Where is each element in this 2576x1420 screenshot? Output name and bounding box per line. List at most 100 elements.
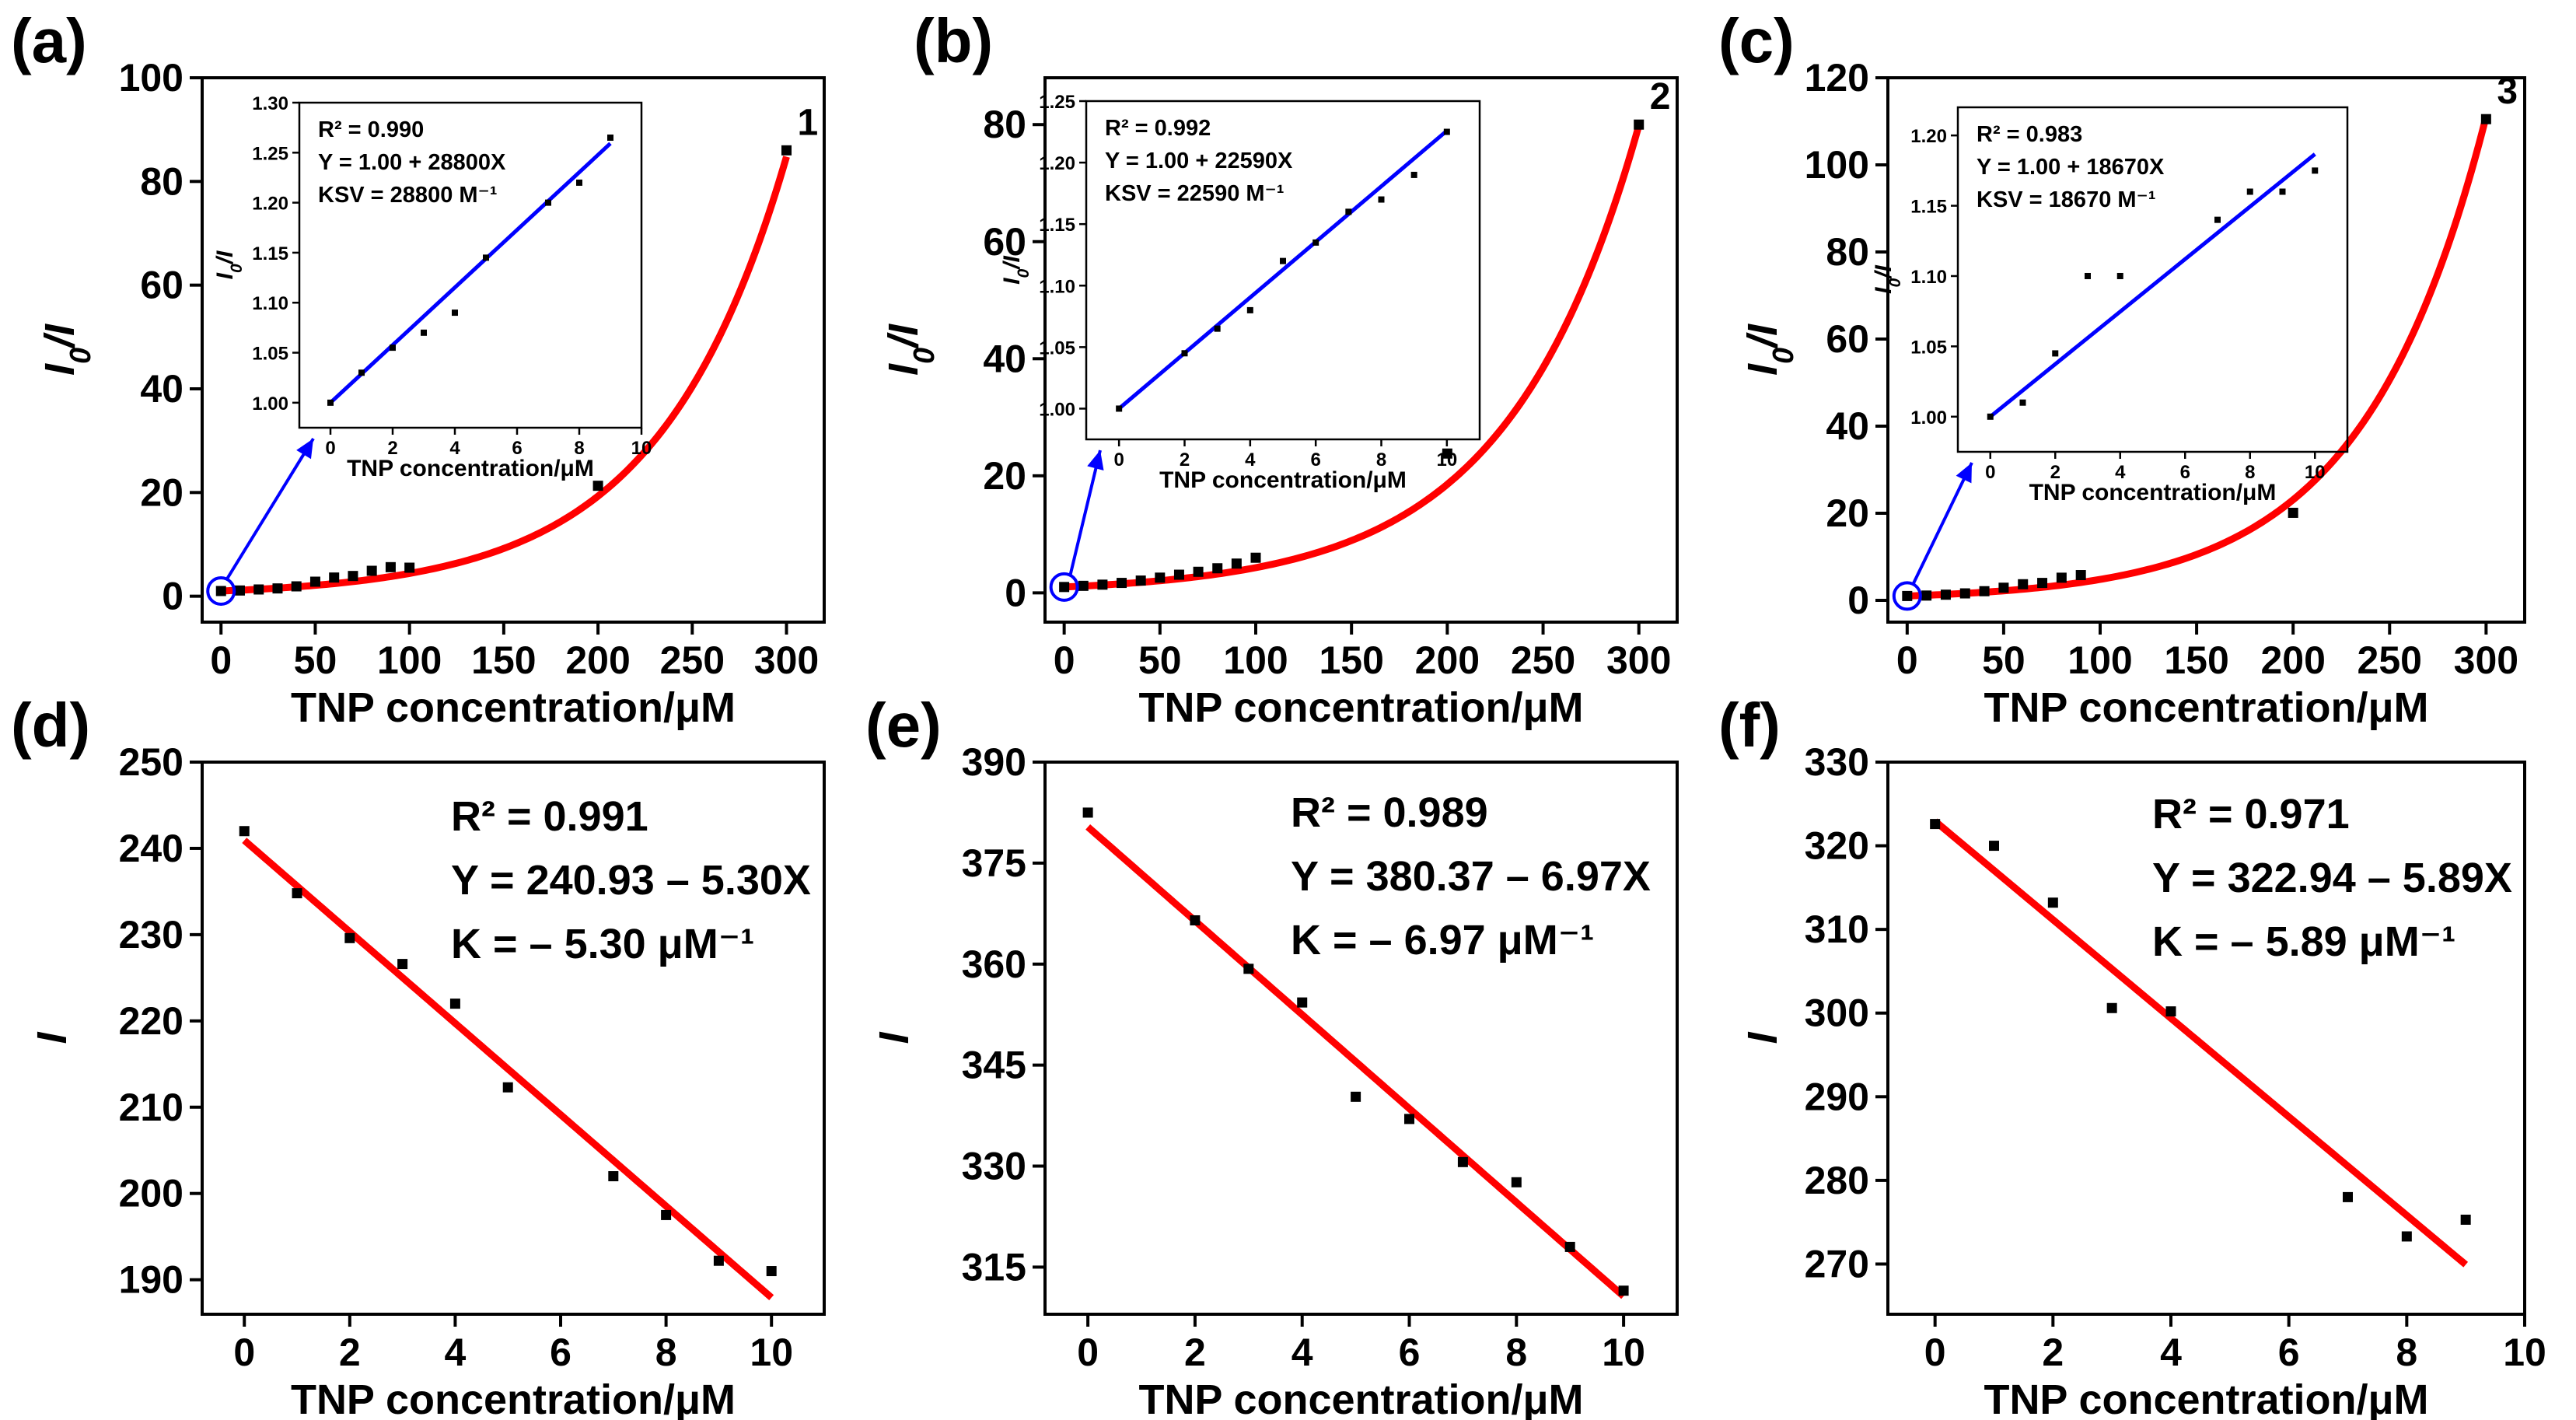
inset-data-point: [545, 199, 551, 206]
data-point: [1989, 841, 1999, 852]
inset-data-point: [1214, 325, 1221, 332]
inset-data-point: [1116, 405, 1123, 412]
panel-label: (e): [865, 691, 942, 760]
inset-chart: 0 2 4 6 8 10 1.00 1.05 1.10 1.15 1.20 TNP concentra…: [1871, 106, 2349, 505]
y-tick-label: 40: [983, 337, 1026, 380]
inset-annotation: KSV = 28800 M⁻¹: [318, 183, 498, 208]
data-point: [2343, 1191, 2353, 1202]
y-tick-label: 315: [962, 1245, 1026, 1289]
y-tick-label: 210: [119, 1086, 184, 1129]
x-tick-label: 100: [377, 638, 442, 682]
panel-label: (b): [914, 6, 993, 75]
curve-label: 3: [2497, 71, 2518, 112]
inset-fit-line: [1989, 152, 2316, 418]
inset-data-point: [576, 179, 582, 186]
data-point: [344, 932, 355, 943]
y-tick-label: 40: [140, 367, 184, 411]
x-tick-label: 300: [754, 638, 819, 682]
data-point: [1940, 589, 1951, 600]
inset-data-point: [2085, 272, 2091, 279]
y-tick-label: 100: [1805, 143, 1869, 187]
y-tick-label: 20: [983, 454, 1026, 498]
x-tick-label: 250: [2358, 638, 2422, 682]
x-axis-title: TNP concentration/μM: [1138, 684, 1583, 731]
y-tick-label: 220: [119, 999, 184, 1043]
x-tick-label: 100: [1223, 638, 1288, 682]
inset-data-point: [421, 329, 427, 336]
data-point: [1998, 582, 2009, 593]
data-point: [1059, 582, 1070, 593]
x-tick-label: 0: [1896, 638, 1918, 682]
inset-y-axis-title: I0/I: [999, 255, 1033, 284]
inset-data-point: [1280, 257, 1286, 264]
y-tick-label: 330: [962, 1145, 1026, 1188]
panel-label: (a): [11, 6, 87, 75]
y-axis-title: I0/I: [880, 324, 941, 376]
x-tick-label: 8: [655, 1331, 677, 1374]
inset-data-point: [2279, 188, 2286, 195]
y-tick-label: 270: [1805, 1242, 1869, 1285]
x-tick-label: 0: [210, 638, 232, 682]
y-tick-label: 190: [119, 1258, 184, 1302]
y-tick-label: 240: [119, 827, 184, 870]
x-tick-label: 250: [1511, 638, 1575, 682]
panel-label: (d): [11, 691, 90, 760]
inset-data-point: [452, 310, 458, 317]
inset-y-tick-label: 1.20: [1039, 153, 1075, 174]
panel-c: (c)0 50 100 150 200 250 300020406080100120TNP …: [1718, 6, 2526, 731]
data-point: [1117, 578, 1127, 589]
x-axis-title: TNP concentration/μM: [291, 1376, 736, 1420]
y-tick-label: 60: [140, 264, 184, 307]
data-point: [2018, 579, 2029, 589]
inset-data-point: [2312, 167, 2319, 174]
data-point: [1634, 119, 1645, 130]
inset-y-tick-label: 1.10: [252, 293, 288, 314]
data-point: [1097, 579, 1108, 590]
data-point: [1243, 964, 1254, 974]
y-tick-label: 80: [983, 103, 1026, 146]
x-tick-label: 0: [1077, 1331, 1099, 1374]
inset-annotation: Y = 1.00 + 28800X: [318, 150, 506, 175]
data-point: [1155, 572, 1166, 583]
y-tick-label: 100: [119, 56, 184, 100]
inset-x-tick-label: 0: [325, 438, 335, 459]
x-tick-label: 100: [2067, 638, 2132, 682]
inset-y-tick-label: 1.10: [1910, 267, 1947, 288]
fit-line: [1932, 818, 2469, 1268]
data-point: [2075, 570, 2086, 581]
inset-y-tick-label: 1.00: [252, 393, 288, 414]
fit-annotation: K = – 5.30 μM⁻¹: [451, 921, 754, 967]
y-tick-label: 200: [119, 1172, 184, 1215]
inset-x-tick-label: 10: [2305, 462, 2326, 483]
fit-annotation: R² = 0.991: [451, 793, 648, 840]
x-tick-label: 300: [2454, 638, 2518, 682]
y-tick-label: 330: [1805, 740, 1869, 784]
inset-data-point: [358, 369, 365, 376]
inset-data-point: [1987, 413, 1994, 420]
plot-frame: [201, 76, 826, 624]
panel-label: (f): [1718, 691, 1781, 760]
inset-data-point: [607, 135, 613, 142]
x-tick-label: 50: [294, 638, 337, 682]
x-tick-label: 4: [2160, 1331, 2182, 1374]
fit-line: [221, 156, 790, 595]
fit-annotation: Y = 240.93 – 5.30X: [451, 857, 811, 904]
data-point: [2480, 114, 2491, 124]
data-point: [239, 826, 250, 837]
y-tick-label: 0: [1847, 579, 1869, 622]
inset-x-tick-label: 8: [2245, 462, 2255, 483]
y-tick-label: 390: [962, 740, 1026, 784]
inset-annotation: KSV = 18670 M⁻¹: [1977, 187, 2156, 212]
inset-y-tick-label: 1.10: [1039, 276, 1075, 297]
x-tick-label: 6: [550, 1331, 571, 1374]
y-tick-label: 250: [119, 740, 184, 784]
fit-line: [242, 838, 774, 1300]
curve-label: 2: [1650, 76, 1671, 117]
fit-annotation: K = – 5.89 μM⁻¹: [2152, 918, 2455, 965]
inset-x-axis-title: TNP concentration/μM: [347, 456, 594, 481]
zoom-arrow: [1068, 449, 1102, 575]
inset-annotation: Y = 1.00 + 18670X: [1977, 155, 2165, 180]
data-point: [397, 959, 408, 970]
inset-annotation: Y = 1.00 + 22590X: [1105, 149, 1293, 173]
